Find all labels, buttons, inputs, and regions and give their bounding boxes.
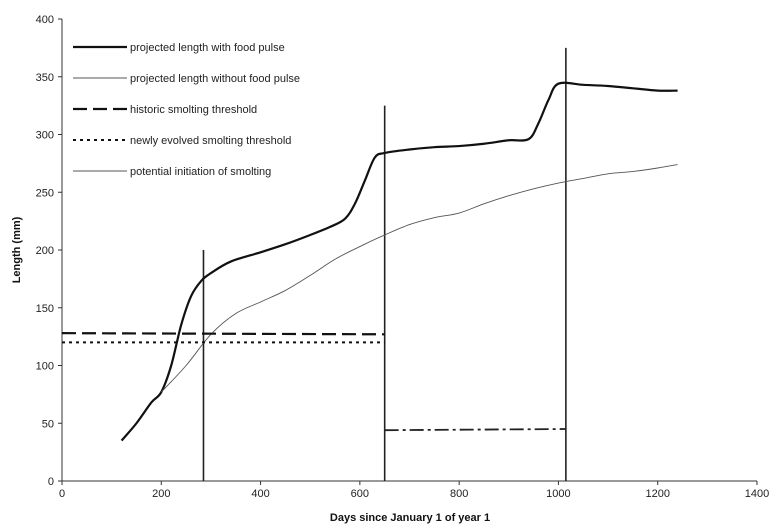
legend: projected length with food pulse projecte…	[73, 42, 300, 178]
x-tick-label: 1400	[745, 488, 769, 500]
y-tick-label: 50	[42, 418, 54, 430]
x-tick-label: 600	[351, 488, 369, 500]
y-tick-label: 0	[48, 476, 54, 488]
x-tick-label: 1000	[546, 488, 570, 500]
y-tick-label: 250	[36, 187, 54, 199]
x-axis-title: Days since January 1 of year 1	[330, 512, 490, 524]
series-line-projected-length-with-food-pulse	[120, 81, 678, 442]
y-tick-label: 400	[36, 14, 54, 26]
y-tick-label: 350	[36, 72, 54, 84]
series-line-dash-dot-segment	[384, 428, 566, 432]
y-tick-label: 300	[36, 130, 54, 142]
y-tick-label: 150	[36, 303, 54, 315]
chart-marks	[61, 47, 678, 481]
x-tick-label: 200	[152, 488, 170, 500]
legend-label: potential initiation of smolting	[130, 166, 271, 178]
y-tick-label: 200	[36, 245, 54, 257]
axes: 0 200 400 600 800 1000 1200 1400 0 50 100 150 200 250…	[36, 14, 770, 500]
x-tick-label: 800	[450, 488, 468, 500]
legend-label: projected length with food pulse	[130, 42, 285, 54]
series-line-projected-length-without-food-pulse	[160, 164, 678, 393]
y-axis-title: Length (mm)	[11, 216, 23, 283]
x-tick-label: 400	[251, 488, 269, 500]
y-tick-label: 100	[36, 361, 54, 373]
x-tick-label: 0	[59, 488, 65, 500]
series-line-historic-smolting-threshold	[61, 332, 385, 336]
x-tick-label: 1200	[645, 488, 669, 500]
legend-label: newly evolved smolting threshold	[130, 135, 291, 147]
legend-label: projected length without food pulse	[130, 73, 300, 85]
legend-label: historic smolting threshold	[130, 104, 257, 116]
